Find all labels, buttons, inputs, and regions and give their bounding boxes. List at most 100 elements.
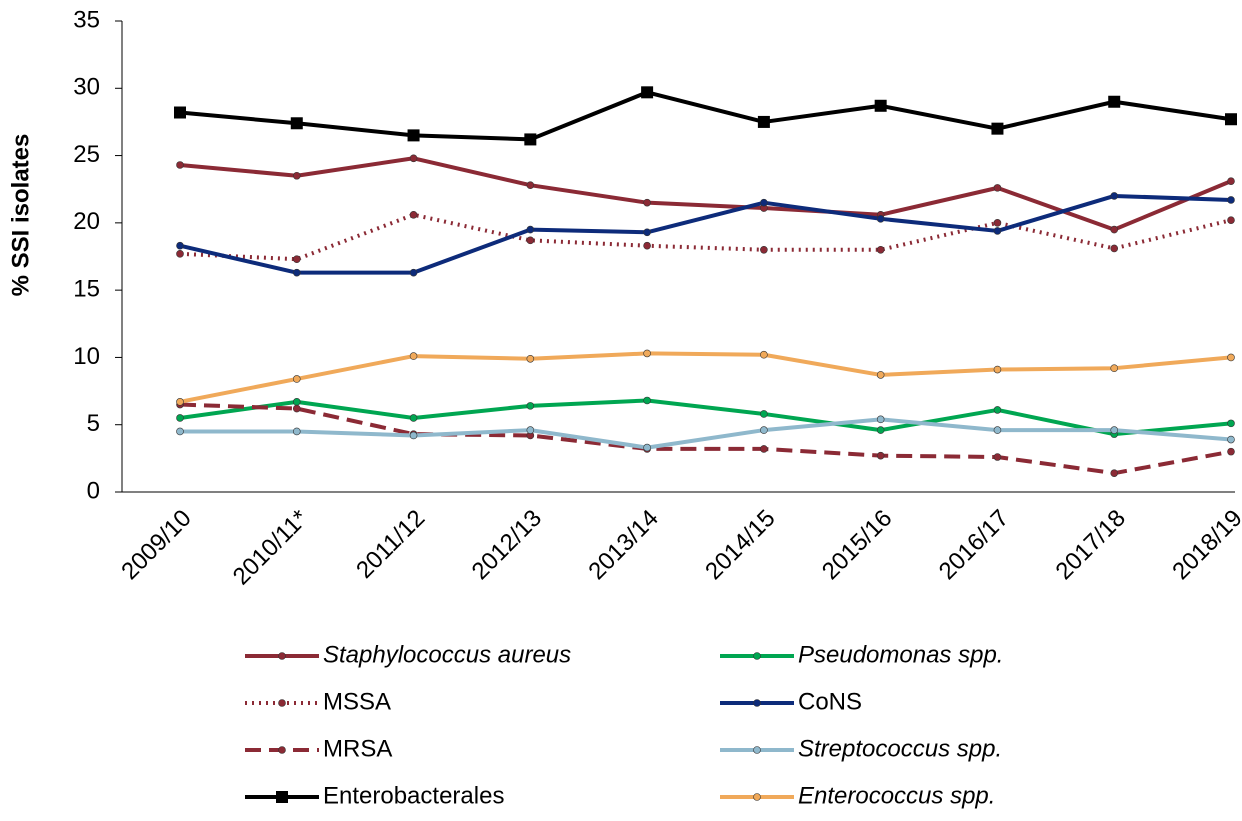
point [876, 426, 885, 434]
point [1110, 469, 1119, 477]
point [409, 154, 418, 163]
series-line [180, 417, 1232, 450]
point [760, 445, 768, 453]
point [876, 451, 885, 460]
point [526, 402, 535, 410]
y-tick-label: 20 [73, 208, 100, 235]
x-tick-label: 2010/11* [228, 505, 314, 591]
y-tick-label: 30 [73, 74, 100, 101]
point [757, 115, 770, 128]
point [643, 198, 651, 207]
legend-label: Enterobacterales [323, 782, 504, 809]
point [409, 210, 418, 219]
point [993, 365, 1002, 374]
point [526, 236, 535, 245]
point [1227, 216, 1235, 224]
x-tick-label: 2011/12 [351, 505, 430, 584]
point [292, 268, 301, 277]
legend-marker [753, 652, 761, 660]
series-line [179, 90, 1232, 142]
series-line [179, 398, 1232, 437]
point [643, 443, 651, 452]
point [176, 161, 184, 169]
legend-label: Pseudomonas spp. [798, 641, 1003, 668]
legend-marker [278, 699, 286, 707]
point [409, 431, 418, 440]
point [176, 241, 184, 250]
y-tick-label: 10 [73, 343, 100, 370]
point [526, 181, 535, 189]
point [1110, 244, 1119, 253]
legend-marker [278, 746, 286, 754]
point [292, 404, 301, 413]
legend-marker [753, 699, 761, 707]
point [1108, 95, 1121, 108]
series-line [179, 402, 1232, 476]
y-tick-label: 0 [87, 477, 100, 504]
point [760, 198, 768, 207]
x-tick-label: 2014/15 [700, 505, 780, 585]
legend-label: Streptococcus spp. [798, 735, 1002, 762]
point [526, 354, 535, 363]
point [876, 215, 885, 223]
point [1227, 435, 1235, 444]
x-tick-label: 2018/19 [1167, 505, 1242, 585]
point [760, 245, 768, 254]
point [407, 129, 420, 142]
series-line [179, 193, 1232, 275]
y-tick-label: 35 [73, 6, 100, 33]
point [643, 396, 651, 405]
y-tick-label: 15 [73, 275, 100, 302]
point [641, 86, 654, 99]
point [292, 171, 301, 180]
y-tick-label: 5 [87, 410, 100, 437]
point [1110, 225, 1119, 234]
x-tick-label: 2016/17 [934, 505, 1014, 585]
point [176, 398, 184, 406]
point [1227, 419, 1235, 428]
x-tick-label: 2009/10 [116, 505, 196, 585]
series-line [179, 212, 1232, 262]
legend-label: Enterococcus spp. [798, 782, 995, 809]
point [760, 410, 768, 418]
point [409, 268, 418, 277]
point [292, 255, 301, 263]
point [174, 106, 186, 119]
point [643, 228, 651, 237]
legend-label: CoNS [798, 688, 862, 715]
legend-marker [278, 652, 286, 660]
legend-label: MSSA [323, 688, 391, 715]
y-axis-title: % SSI isolates [7, 134, 34, 297]
point [409, 352, 418, 360]
y-tick-label: 25 [73, 141, 100, 168]
point [1227, 196, 1235, 204]
point [991, 122, 1004, 135]
point [993, 426, 1002, 434]
point [1227, 447, 1235, 456]
point [524, 133, 537, 146]
series-line [179, 156, 1232, 232]
point [643, 241, 651, 250]
series-line [179, 351, 1232, 404]
point [1227, 353, 1235, 362]
point [993, 219, 1002, 227]
point [526, 426, 535, 434]
point [1227, 177, 1235, 185]
point [290, 117, 303, 130]
point [993, 184, 1002, 192]
point [409, 414, 418, 422]
legend-marker [276, 791, 288, 803]
point [1110, 192, 1119, 200]
point [643, 349, 651, 358]
legend-marker [753, 746, 761, 754]
point [1110, 426, 1119, 434]
point [760, 350, 768, 359]
x-tick-label: 2015/16 [817, 505, 897, 585]
point [876, 371, 885, 379]
x-tick-label: 2012/13 [467, 505, 547, 585]
point [760, 426, 768, 434]
point [292, 398, 301, 406]
point [176, 414, 184, 422]
point [1110, 364, 1119, 372]
